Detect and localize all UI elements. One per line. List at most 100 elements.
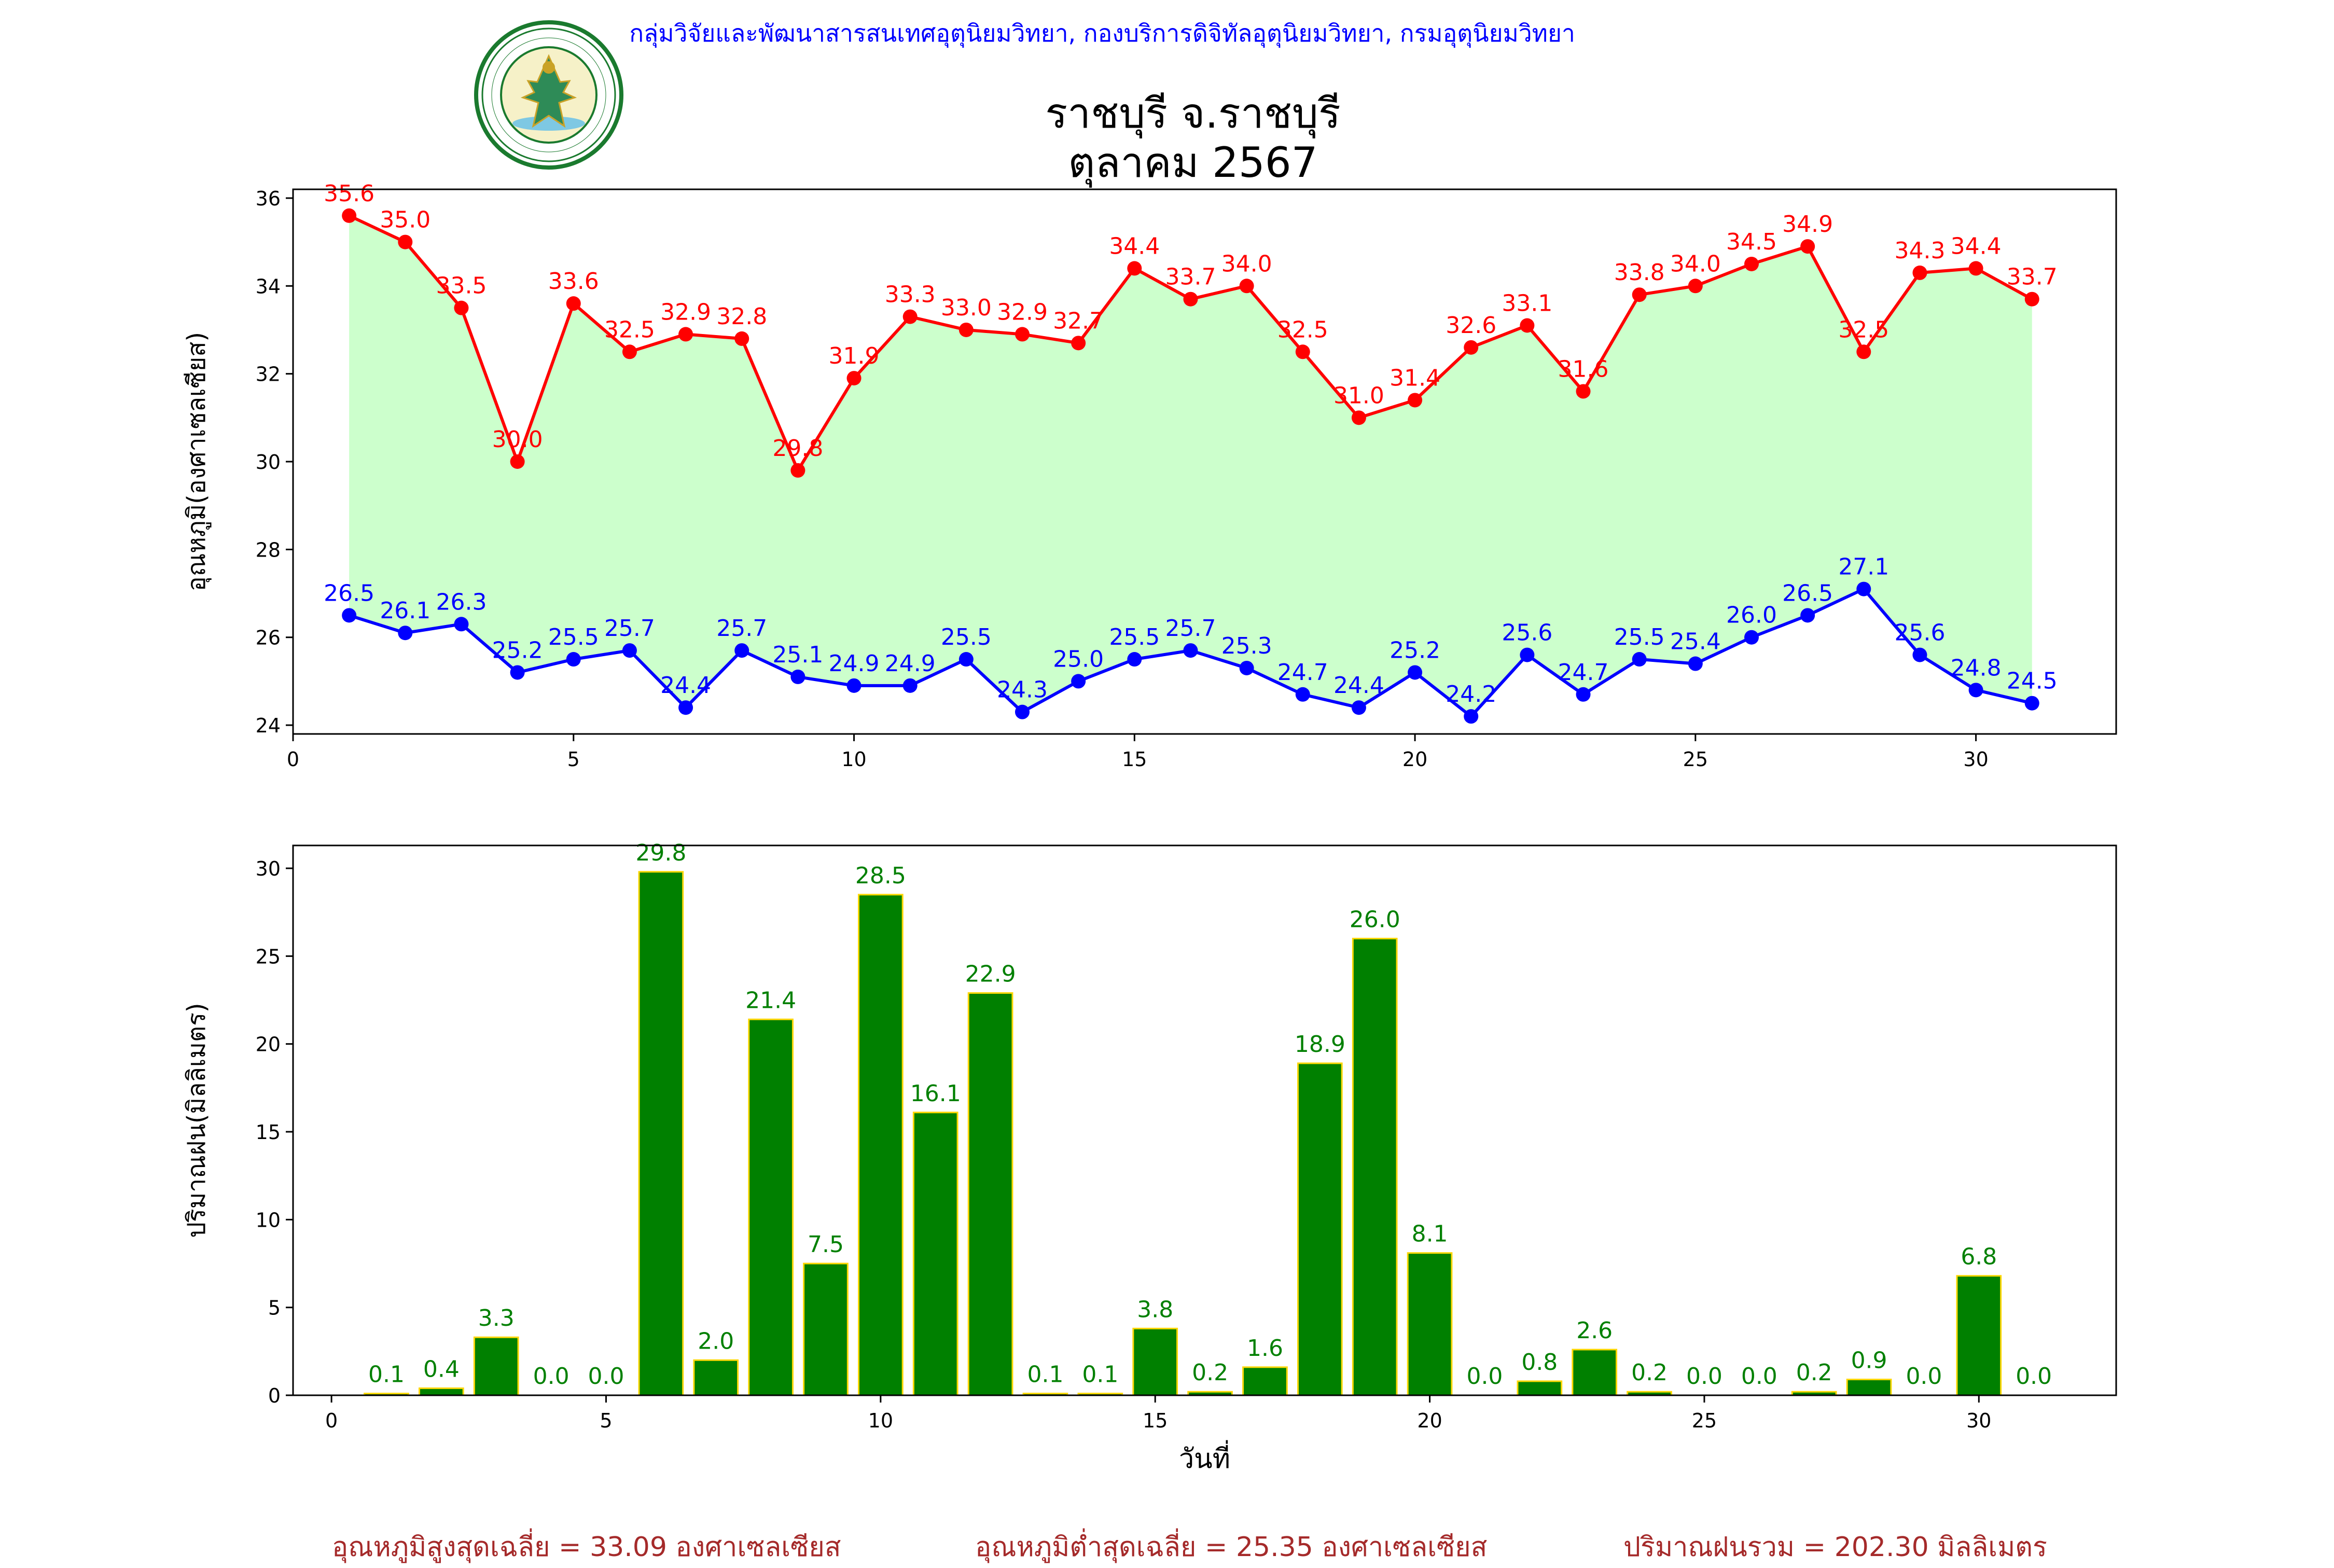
min-temp-data-label: 26.1: [380, 598, 430, 624]
min-temp-point: [398, 626, 413, 641]
min-temp-data-label: 25.5: [548, 624, 599, 650]
avg-min-summary: อุณหภูมิต่ำสุดเฉลี่ย = 25.35 องศาเซลเซีย…: [975, 1532, 1488, 1563]
x-axis-label: วันที่: [1179, 1440, 1230, 1475]
max-temp-point: [1464, 340, 1479, 355]
max-temp-point: [1127, 261, 1142, 276]
y-tick-label: 25: [256, 945, 281, 968]
max-temp-point: [510, 454, 525, 469]
max-temp-data-label: 33.5: [436, 273, 487, 299]
y-tick-label: 28: [256, 538, 281, 561]
min-temp-point: [1744, 630, 1759, 645]
rain-data-label: 0.0: [588, 1363, 624, 1390]
rain-data-label: 0.0: [2016, 1363, 2052, 1390]
max-temp-point: [2024, 292, 2039, 307]
max-temp-point: [958, 322, 974, 337]
rain-data-label: 0.0: [1466, 1363, 1503, 1390]
max-temp-point: [1015, 327, 1030, 342]
min-temp-data-label: 24.3: [997, 677, 1048, 703]
max-temp-point: [1576, 384, 1591, 399]
min-temp-point: [1688, 656, 1703, 671]
y-tick-label: 30: [256, 857, 281, 880]
rain-data-label: 8.1: [1412, 1221, 1448, 1247]
max-temp-data-label: 32.5: [604, 316, 655, 343]
max-temp-data-label: 34.3: [1894, 238, 1945, 264]
rain-data-label: 0.4: [423, 1356, 460, 1382]
min-temp-data-label: 24.9: [829, 650, 880, 677]
rain-data-label: 21.4: [745, 987, 796, 1014]
max-temp-point: [342, 208, 357, 223]
max-temp-point: [454, 300, 469, 315]
y-tick-label: 30: [256, 451, 281, 474]
min-temp-data-label: 25.5: [941, 624, 992, 650]
min-temp-point: [734, 643, 749, 658]
min-temp-point: [846, 678, 862, 693]
rain-bar: [967, 992, 1013, 1396]
min-temp-data-label: 25.7: [716, 615, 767, 642]
min-temp-data-label: 24.4: [660, 672, 711, 699]
y-tick-label: 24: [256, 714, 281, 737]
max-temp-data-label: 33.7: [2007, 264, 2058, 290]
rain-data-label: 18.9: [1295, 1031, 1345, 1058]
rain-data-label: 22.9: [965, 961, 1016, 987]
min-temp-data-label: 24.7: [1277, 659, 1328, 686]
rain-data-label: 0.0: [1686, 1363, 1722, 1390]
rain-data-label: 7.5: [808, 1231, 844, 1258]
min-temp-data-label: 25.3: [1221, 633, 1272, 659]
min-temp-point: [1351, 700, 1366, 715]
rain-data-label: 0.1: [368, 1362, 405, 1388]
min-temp-point: [790, 669, 805, 684]
temperature-chart: 35.635.033.530.033.632.532.9 32.829.831.9…: [182, 181, 2117, 771]
x-tick-label: 20: [1402, 748, 1427, 771]
min-temp-point: [566, 652, 581, 667]
rain-bar: [748, 1018, 794, 1396]
min-temp-data-label: 24.4: [1333, 672, 1384, 699]
agency-header: กลุ่มวิจัยและพัฒนาสารสนเทศอุตุนิยมวิทยา,…: [629, 19, 1575, 47]
max-temp-point: [1688, 279, 1703, 294]
y-tick-label: 26: [256, 627, 281, 649]
y-tick-label: 0: [268, 1384, 281, 1407]
rain-data-label: 0.1: [1082, 1362, 1118, 1388]
chart-title-station: ราชบุรี จ.ราชบุรี: [1045, 89, 1341, 137]
max-temp-data-label: 32.8: [716, 303, 767, 330]
summary-footer: อุณหภูมิสูงสุดเฉลี่ย = 33.09 องศาเซลเซีย…: [0, 1525, 2334, 1563]
max-temp-data-label: 33.3: [885, 282, 936, 308]
y-tick-label: 15: [256, 1121, 281, 1144]
min-temp-point: [454, 617, 469, 632]
max-temp-data-label: 31.4: [1390, 365, 1440, 391]
min-temp-point: [1464, 709, 1479, 724]
max-temp-data-label: 31.0: [1333, 382, 1384, 409]
min-temp-point: [1800, 608, 1815, 623]
max-temp-point: [566, 296, 581, 311]
min-temp-data-label: 24.9: [885, 650, 936, 677]
rain-bar: [1572, 1349, 1618, 1396]
y-tick-label: 20: [256, 1033, 281, 1056]
rain-bar: [693, 1359, 739, 1396]
x-tick-label: 0: [287, 748, 299, 771]
rain-bar: [473, 1336, 519, 1396]
rainfall-chart: 0.1 0.4 3.3 0.0 0.0 29.8 2.0 21.4 7.5 28.5 16.1 22.…: [182, 840, 2117, 1475]
min-temp-point: [678, 700, 693, 715]
rain-bar: [1352, 937, 1398, 1396]
min-temp-point: [1183, 643, 1198, 658]
min-temp-data-label: 24.2: [1446, 681, 1496, 707]
x-tick-label: 5: [567, 748, 580, 771]
max-temp-point: [622, 344, 637, 359]
x-tick-label: 10: [868, 1409, 893, 1432]
max-temp-data-label: 34.0: [1221, 251, 1272, 277]
max-temp-data-label: 34.0: [1670, 251, 1721, 277]
min-temp-data-label: 25.6: [1502, 620, 1552, 646]
x-tick-label: 20: [1417, 1409, 1442, 1432]
x-tick-label: 30: [1963, 748, 1988, 771]
rain-data-label: 2.6: [1576, 1317, 1613, 1344]
rain-data-label: 2.0: [698, 1328, 734, 1354]
min-temp-point: [622, 643, 637, 658]
min-temp-point: [342, 608, 357, 623]
rain-data-label: 0.0: [533, 1363, 569, 1390]
max-temp-data-label: 30.0: [492, 426, 543, 453]
max-temp-data-label: 32.5: [1277, 316, 1328, 343]
rain-data-label: 0.2: [1192, 1359, 1228, 1386]
min-temp-point: [1520, 647, 1535, 662]
x-tick-label: 25: [1692, 1409, 1717, 1432]
max-temp-data-label: 34.5: [1726, 229, 1777, 255]
max-temp-data-label: 32.7: [1053, 308, 1104, 334]
